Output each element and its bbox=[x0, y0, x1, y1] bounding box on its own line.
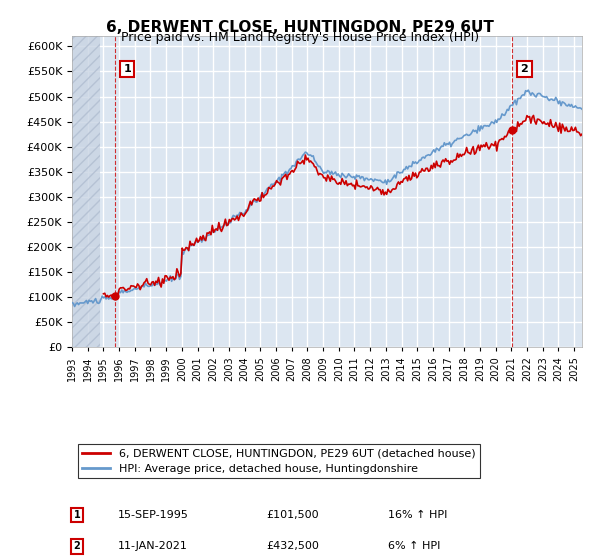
Text: 16% ↑ HPI: 16% ↑ HPI bbox=[388, 510, 448, 520]
Text: 1: 1 bbox=[123, 64, 131, 74]
Text: £101,500: £101,500 bbox=[266, 510, 319, 520]
Text: 6, DERWENT CLOSE, HUNTINGDON, PE29 6UT: 6, DERWENT CLOSE, HUNTINGDON, PE29 6UT bbox=[106, 20, 494, 35]
Text: £432,500: £432,500 bbox=[266, 541, 319, 551]
Text: 6% ↑ HPI: 6% ↑ HPI bbox=[388, 541, 440, 551]
Text: 2: 2 bbox=[521, 64, 528, 74]
Legend: 6, DERWENT CLOSE, HUNTINGDON, PE29 6UT (detached house), HPI: Average price, det: 6, DERWENT CLOSE, HUNTINGDON, PE29 6UT (… bbox=[77, 444, 480, 478]
Text: 1: 1 bbox=[74, 510, 80, 520]
Text: 15-SEP-1995: 15-SEP-1995 bbox=[118, 510, 189, 520]
Text: 2: 2 bbox=[74, 541, 80, 551]
Text: 11-JAN-2021: 11-JAN-2021 bbox=[118, 541, 188, 551]
Text: Price paid vs. HM Land Registry's House Price Index (HPI): Price paid vs. HM Land Registry's House … bbox=[121, 31, 479, 44]
